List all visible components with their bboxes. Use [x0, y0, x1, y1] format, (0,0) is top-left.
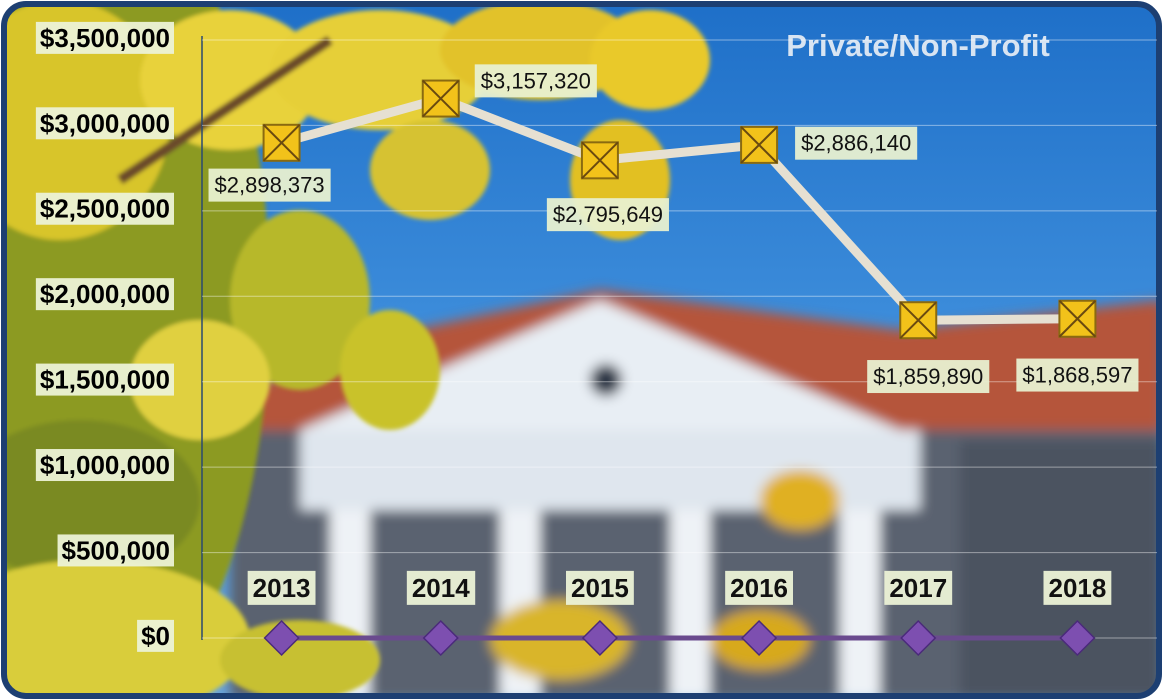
square-marker [264, 125, 300, 161]
square-marker [423, 81, 459, 117]
y-tick-label: $1,000,000 [40, 450, 170, 480]
y-tick-label: $3,000,000 [40, 108, 170, 138]
x-tick-label: 2017 [889, 573, 947, 603]
square-marker [900, 302, 936, 338]
y-tick-label: $2,500,000 [40, 194, 170, 224]
x-tick-label: 2015 [571, 573, 629, 603]
y-tick-label: $500,000 [62, 535, 170, 565]
value-label: $1,868,597 [1022, 363, 1132, 388]
value-label: $2,886,140 [801, 131, 911, 156]
square-marker [1059, 301, 1095, 337]
value-label: $2,795,649 [553, 202, 663, 227]
chart: Private/Non-Profit $0 $500,000 $1,000,000 $… [0, 0, 1163, 700]
y-tick-label: $1,500,000 [40, 365, 170, 395]
square-marker [582, 142, 618, 178]
value-label: $2,898,373 [215, 173, 325, 198]
y-tick-label: $0 [141, 621, 170, 651]
y-tick-label: $2,000,000 [40, 279, 170, 309]
value-label: $3,157,320 [481, 68, 591, 93]
x-tick-label: 2018 [1048, 573, 1106, 603]
y-tick-label: $3,500,000 [40, 23, 170, 53]
square-marker [741, 127, 777, 163]
chart-title: Private/Non-Profit [786, 28, 1050, 63]
x-tick-label: 2014 [412, 573, 470, 603]
x-tick-label: 2013 [253, 573, 311, 603]
value-label: $1,859,890 [873, 364, 983, 389]
x-tick-label: 2016 [730, 573, 788, 603]
